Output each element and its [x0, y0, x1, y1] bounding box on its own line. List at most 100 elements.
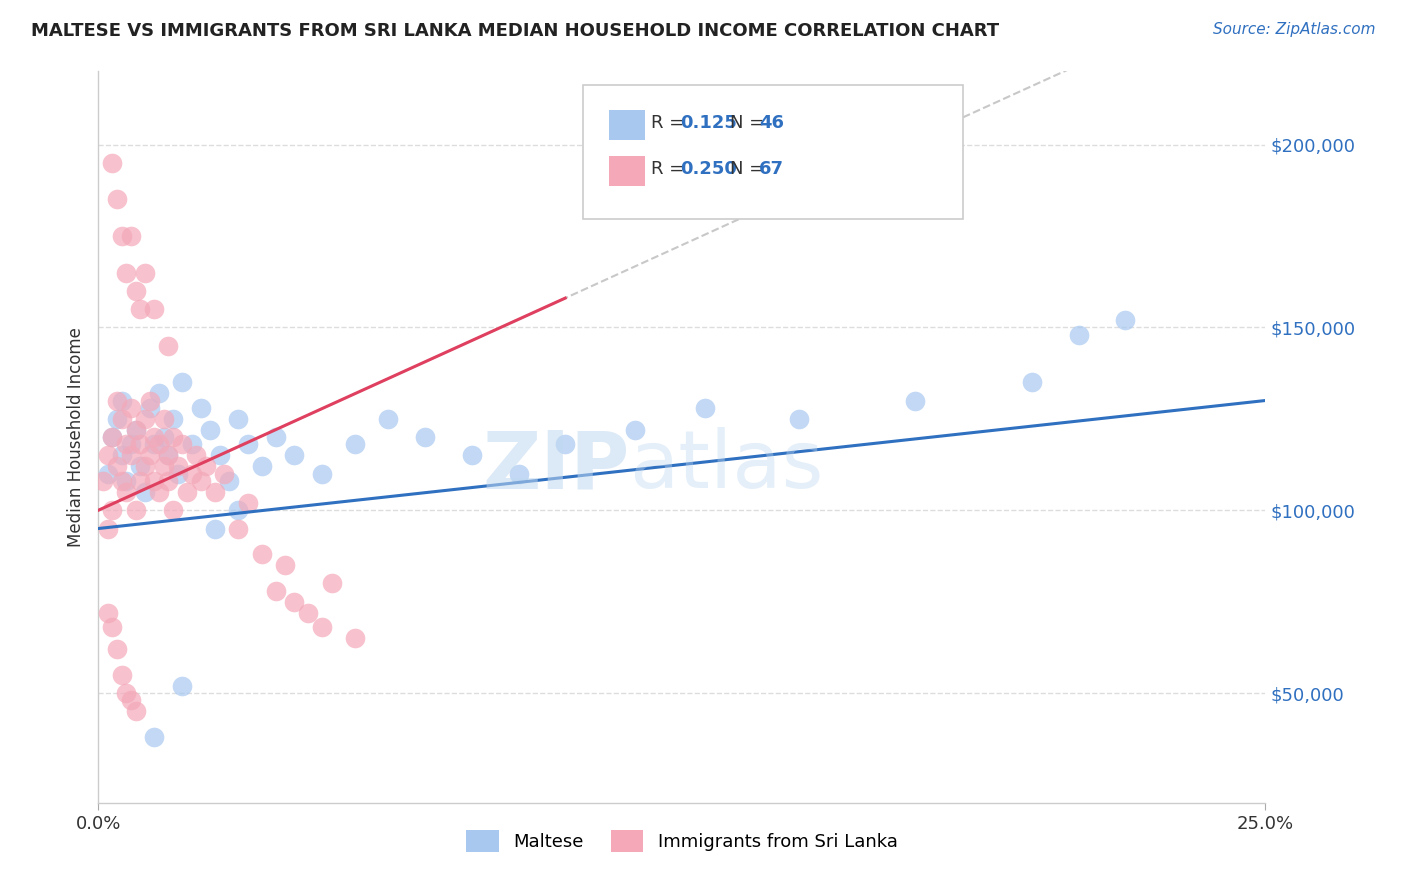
Point	[204, 521, 226, 535]
Point	[461, 448, 484, 462]
Point	[129, 301, 152, 317]
Point	[186, 448, 208, 462]
Point	[176, 484, 198, 499]
Point	[148, 386, 170, 401]
Point	[695, 401, 717, 415]
Point	[139, 448, 162, 462]
Point	[228, 503, 250, 517]
Point	[111, 448, 134, 462]
Point	[214, 467, 236, 481]
Point	[120, 693, 142, 707]
Point	[264, 430, 287, 444]
Point	[134, 411, 156, 425]
Text: R =: R =	[651, 161, 690, 178]
Point	[152, 459, 174, 474]
Point	[250, 547, 273, 561]
Point	[125, 503, 148, 517]
Point	[120, 401, 142, 415]
Text: N =: N =	[730, 114, 769, 132]
Point	[172, 375, 194, 389]
Y-axis label: Median Household Income: Median Household Income	[66, 327, 84, 547]
Point	[166, 459, 188, 474]
Point	[554, 437, 576, 451]
Point	[105, 459, 128, 474]
Point	[1114, 313, 1136, 327]
Point	[125, 705, 148, 719]
Point	[344, 437, 367, 451]
Point	[204, 484, 226, 499]
Point	[101, 430, 124, 444]
Point	[101, 155, 124, 169]
Point	[129, 474, 152, 488]
Point	[97, 448, 120, 462]
Point	[264, 583, 287, 598]
Point	[152, 430, 174, 444]
Point	[143, 474, 166, 488]
Point	[172, 679, 194, 693]
Text: N =: N =	[730, 161, 769, 178]
Point	[180, 467, 202, 481]
Text: 46: 46	[759, 114, 785, 132]
Point	[115, 484, 138, 499]
Point	[115, 686, 138, 700]
Point	[134, 484, 156, 499]
Text: ZIP: ZIP	[482, 427, 630, 506]
Point	[143, 437, 166, 451]
Point	[344, 632, 367, 646]
Point	[148, 484, 170, 499]
Text: MALTESE VS IMMIGRANTS FROM SRI LANKA MEDIAN HOUSEHOLD INCOME CORRELATION CHART: MALTESE VS IMMIGRANTS FROM SRI LANKA MED…	[31, 22, 1000, 40]
Point	[321, 576, 343, 591]
Point	[125, 284, 148, 298]
Point	[105, 642, 128, 657]
Point	[190, 401, 212, 415]
Point	[157, 338, 180, 352]
Point	[228, 521, 250, 535]
Point	[120, 228, 142, 243]
Point	[143, 730, 166, 744]
Point	[413, 430, 436, 444]
Point	[190, 474, 212, 488]
Point	[624, 423, 647, 437]
Point	[194, 459, 217, 474]
Text: Source: ZipAtlas.com: Source: ZipAtlas.com	[1212, 22, 1375, 37]
Point	[1021, 375, 1043, 389]
Point	[162, 430, 184, 444]
Point	[508, 467, 530, 481]
Point	[200, 423, 222, 437]
Point	[166, 467, 188, 481]
Text: 0.250: 0.250	[681, 161, 737, 178]
Point	[172, 437, 194, 451]
Point	[297, 606, 319, 620]
Point	[111, 411, 134, 425]
Text: 0.125: 0.125	[681, 114, 737, 132]
Point	[134, 459, 156, 474]
Point	[91, 474, 114, 488]
Point	[311, 467, 333, 481]
Point	[274, 558, 297, 573]
Legend: Maltese, Immigrants from Sri Lanka: Maltese, Immigrants from Sri Lanka	[460, 823, 904, 860]
Point	[157, 448, 180, 462]
Point	[105, 393, 128, 408]
Point	[208, 448, 231, 462]
Point	[129, 459, 152, 474]
Point	[236, 437, 259, 451]
Point	[180, 437, 202, 451]
Point	[139, 393, 162, 408]
Point	[101, 430, 124, 444]
Point	[125, 423, 148, 437]
Point	[97, 606, 120, 620]
Text: R =: R =	[651, 114, 690, 132]
Point	[101, 503, 124, 517]
Point	[228, 411, 250, 425]
Point	[157, 448, 180, 462]
Point	[236, 496, 259, 510]
Point	[120, 448, 142, 462]
Point	[129, 437, 152, 451]
Point	[115, 266, 138, 280]
Point	[97, 467, 120, 481]
Point	[148, 437, 170, 451]
Point	[111, 474, 134, 488]
Point	[787, 411, 810, 425]
Point	[1067, 327, 1090, 342]
Point	[111, 228, 134, 243]
